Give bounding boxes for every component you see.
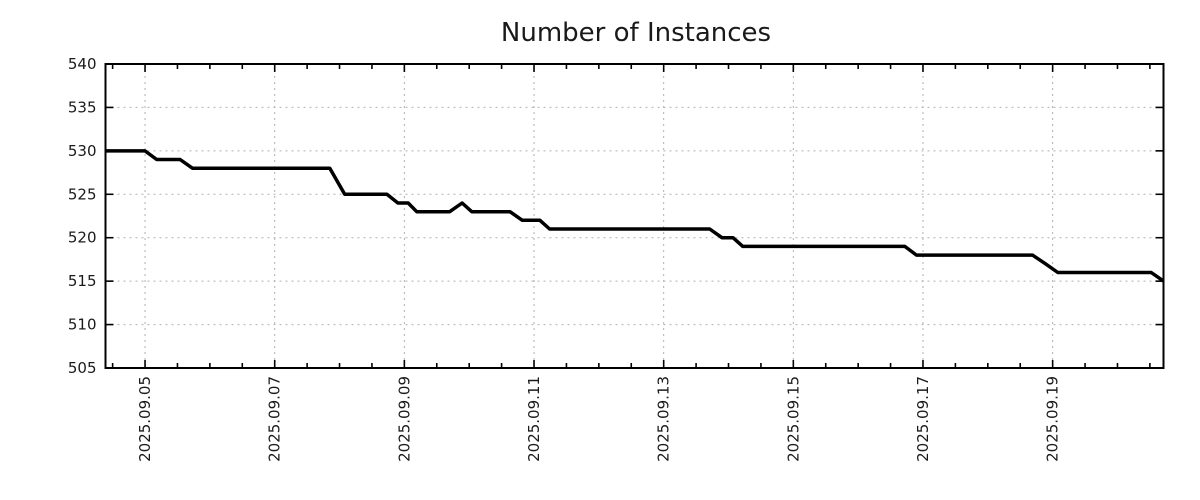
x-tick-label: 2025.09.11 [525, 376, 543, 462]
y-tick-label: 540 [68, 55, 97, 73]
y-tick-label: 510 [68, 316, 97, 334]
axis-layer: 505 510 515 520 525 530 535 540 2025.09.05 2025.0… [68, 55, 1165, 462]
series-layer [105, 149, 1165, 283]
y-tick-label: 525 [68, 185, 97, 203]
x-tick-label: 2025.09.17 [914, 376, 932, 462]
data-line [105, 149, 1165, 283]
x-tick-label: 2025.09.15 [784, 376, 802, 462]
x-tick-label: 2025.09.07 [266, 376, 284, 462]
x-tick-label: 2025.09.13 [655, 376, 673, 462]
y-tick-label: 520 [68, 229, 97, 247]
grid-layer [105, 64, 1164, 368]
y-tick-label: 535 [68, 98, 97, 116]
y-tick-label: 515 [68, 272, 97, 290]
y-tick-label: 530 [68, 142, 97, 160]
chart-title: Number of Instances [501, 18, 771, 48]
plot-border [104, 63, 1165, 369]
x-tick-label: 2025.09.09 [395, 376, 413, 462]
x-tick-label: 2025.09.19 [1044, 376, 1062, 462]
x-tick-label: 2025.09.05 [136, 376, 154, 462]
y-tick-label: 505 [68, 359, 97, 377]
